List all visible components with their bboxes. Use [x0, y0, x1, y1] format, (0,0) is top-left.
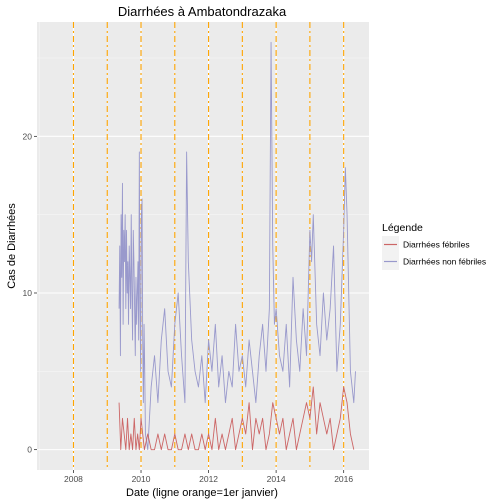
legend-entry: Diarrhées fébriles: [403, 240, 470, 250]
plot-panel: [37, 22, 369, 470]
series-line-0: [118, 41, 356, 451]
legend-title: Légende: [382, 222, 423, 234]
x-axis: 2008 2010 2012 2014 2016: [64, 470, 353, 484]
x-axis-title: Date (ligne orange=1er janvier): [126, 487, 278, 499]
y-axis-title: Cas de Diarrhées: [6, 203, 18, 289]
x-tick-label: 2014: [267, 474, 286, 484]
y-axis: 0 10 20: [23, 131, 37, 455]
y-tick-label: 0: [27, 445, 32, 455]
legend: Légende Diarrhées fébriles Diarrhées non …: [382, 222, 486, 270]
legend-entry: Diarrhées non fébriles: [403, 257, 486, 267]
series-layer: [118, 41, 356, 451]
year-lines: [72, 22, 345, 470]
chart-title: Diarrhées à Ambatondrazaka: [118, 4, 287, 19]
y-tick-label: 10: [23, 288, 33, 298]
y-tick-label: 20: [23, 131, 33, 141]
x-tick-label: 2016: [334, 474, 353, 484]
x-tick-label: 2012: [199, 474, 218, 484]
series-line-1: [118, 386, 355, 451]
x-tick-label: 2010: [132, 474, 151, 484]
x-tick-label: 2008: [64, 474, 83, 484]
